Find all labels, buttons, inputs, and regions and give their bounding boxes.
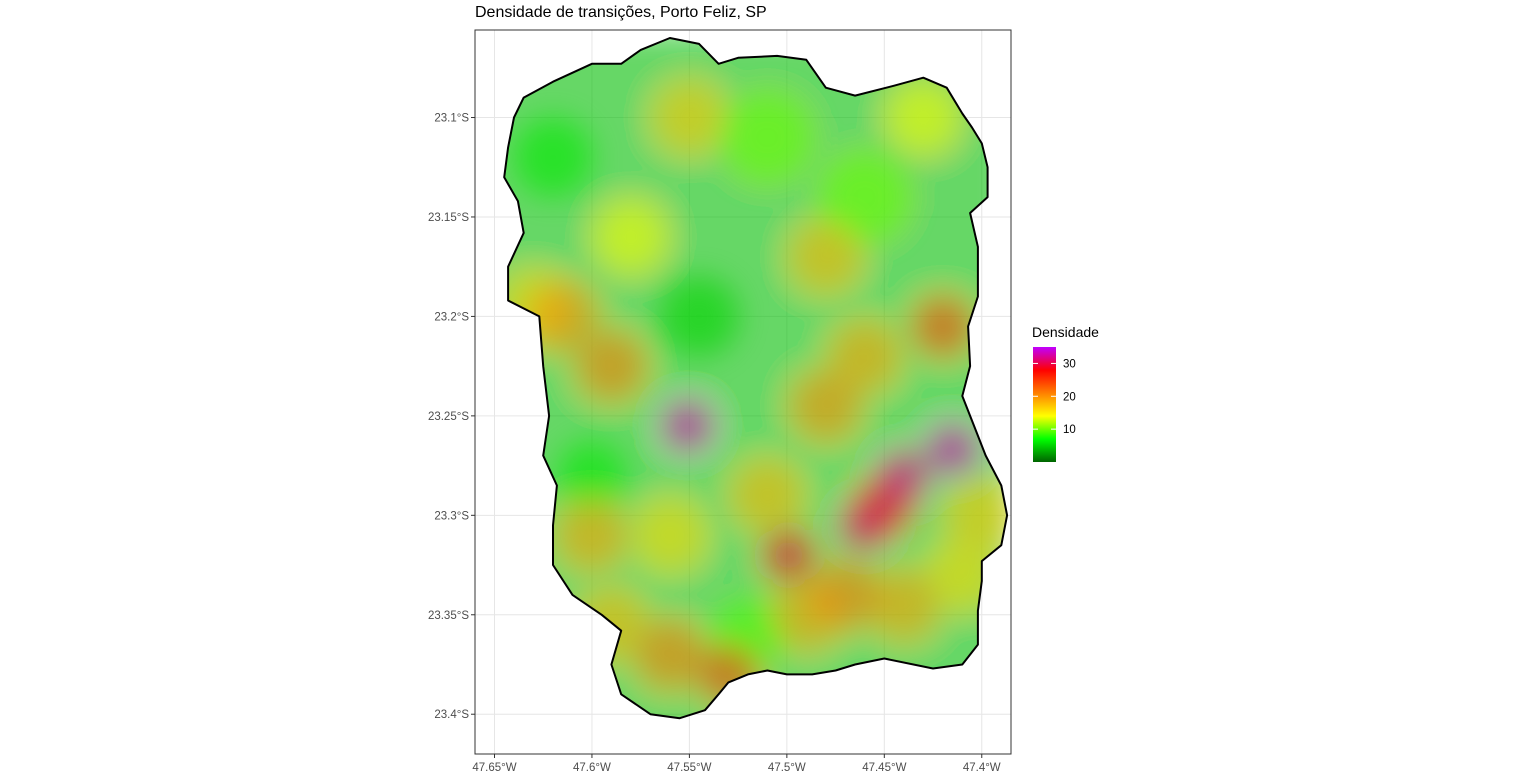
density-hotspot: [577, 332, 646, 401]
density-hotspot: [661, 399, 714, 452]
density-hotspot: [733, 461, 802, 530]
legend: Densidade 10 20 30: [1032, 324, 1099, 462]
y-tick-label: 23.3°S: [434, 510, 469, 522]
y-axis: 23.1°S 23.15°S 23.2°S 23.25°S 23.3°S 23.35°S 2…: [428, 113, 475, 721]
x-axis: 47.65°W 47.6°W 47.55°W 47.5°W 47.45°W 47.4°W: [472, 754, 1001, 774]
legend-colorbar: [1033, 347, 1056, 462]
density-hotspot: [889, 83, 958, 152]
density-hotspot: [912, 296, 973, 357]
plot-panel: [474, 29, 1012, 755]
density-hotspot: [869, 570, 938, 639]
y-tick-label: 23.15°S: [428, 212, 469, 224]
density-hotspot: [635, 501, 704, 570]
density-hotspot: [655, 83, 724, 152]
legend-label: 20: [1063, 391, 1076, 403]
density-hotspot: [877, 449, 930, 502]
panel-border: [474, 29, 1012, 755]
density-hotspot: [811, 560, 880, 629]
x-tick-label: 47.6°W: [573, 762, 611, 774]
legend-label: 10: [1063, 424, 1076, 436]
y-tick-label: 23.35°S: [428, 610, 469, 622]
x-tick-label: 47.55°W: [667, 762, 711, 774]
legend-ticks: 10 20 30: [1033, 358, 1076, 436]
density-hotspot: [947, 481, 1008, 550]
density-hotspot: [528, 282, 597, 351]
density-hotspot: [635, 620, 704, 689]
plot-title: Densidade de transições, Porto Feliz, SP: [475, 4, 767, 21]
legend-title: Densidade: [1032, 324, 1099, 340]
legend-label: 30: [1063, 358, 1076, 370]
density-hotspot: [838, 499, 891, 552]
density-patch: [512, 117, 593, 198]
y-tick-label: 23.4°S: [434, 709, 469, 721]
x-tick-label: 47.4°W: [963, 762, 1001, 774]
density-patch: [722, 92, 813, 183]
density-patch: [819, 152, 910, 243]
density-hotspot: [791, 371, 860, 440]
density-layer: [504, 38, 1008, 719]
density-patch: [659, 276, 740, 357]
density-patch: [556, 440, 627, 511]
density-hotspot: [762, 529, 815, 582]
x-tick-label: 47.65°W: [472, 762, 516, 774]
density-hotspot: [791, 222, 860, 291]
density-hotspot: [830, 322, 899, 391]
density-hotspot: [596, 202, 665, 271]
density-hotspot: [557, 501, 626, 570]
y-tick-label: 23.25°S: [428, 411, 469, 423]
density-hotspot: [926, 423, 979, 476]
x-tick-label: 47.5°W: [768, 762, 806, 774]
y-tick-label: 23.1°S: [434, 113, 469, 125]
x-tick-label: 47.45°W: [862, 762, 906, 774]
density-hotspot: [928, 540, 997, 609]
municipality-boundary: [503, 37, 1009, 720]
y-tick-label: 23.2°S: [434, 311, 469, 323]
